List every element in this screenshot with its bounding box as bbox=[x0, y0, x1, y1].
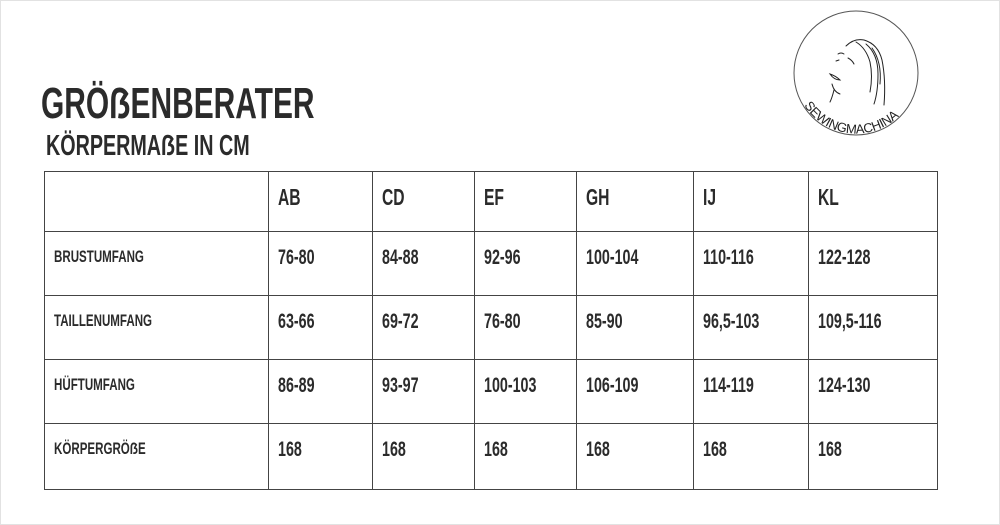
measurement-value: 63-66 bbox=[268, 295, 373, 360]
measurement-value: 69-72 bbox=[372, 295, 475, 360]
measurement-value: 100-104 bbox=[576, 231, 694, 296]
measurement-value-text: 63-66 bbox=[278, 310, 315, 333]
table-row: HÜFTUMFANG 86-89 93-97 100-103 106-109 114-11… bbox=[44, 359, 938, 424]
measurement-value-text: 100-103 bbox=[484, 374, 537, 397]
measurement-label-text: TAILLENUMFANG bbox=[54, 311, 153, 330]
measurement-label-text: HÜFTUMFANG bbox=[54, 375, 135, 394]
measurement-value-text: 168 bbox=[586, 438, 610, 461]
size-header-cell: EF bbox=[474, 171, 577, 232]
measurement-value: 93-97 bbox=[372, 359, 475, 424]
measurement-value-text: 76-80 bbox=[484, 310, 521, 333]
measurement-value-text: 114-119 bbox=[703, 374, 754, 397]
measurement-value: 85-90 bbox=[576, 295, 694, 360]
size-header-cell: KL bbox=[808, 171, 938, 232]
measurement-value-text: 86-89 bbox=[278, 374, 315, 397]
measurement-value-text: 69-72 bbox=[382, 310, 419, 333]
measurement-value-text: 122-128 bbox=[818, 246, 871, 269]
measurement-value-text: 92-96 bbox=[484, 246, 521, 269]
table-row: TAILLENUMFANG 63-66 69-72 76-80 85-90 96,5-10… bbox=[44, 295, 938, 360]
measurement-value-text: 76-80 bbox=[278, 246, 315, 269]
size-header-cell-text: GH bbox=[586, 184, 610, 210]
measurement-label: BRUSTUMFANG bbox=[44, 231, 269, 296]
face-drawing-icon bbox=[828, 39, 886, 106]
measurement-value: 106-109 bbox=[576, 359, 694, 424]
measurement-value: 84-88 bbox=[372, 231, 475, 296]
size-header-cell: GH bbox=[576, 171, 694, 232]
header-row: AB CD EF GH IJ KL bbox=[44, 171, 938, 232]
page-subtitle: KÖRPERMAẞE IN CM bbox=[46, 130, 345, 162]
measurement-value: 168 bbox=[576, 423, 694, 490]
measurement-value-text: 106-109 bbox=[586, 374, 639, 397]
measurement-value: 168 bbox=[693, 423, 809, 490]
table-row: BRUSTUMFANG 76-80 84-88 92-96 100-104 110-116… bbox=[44, 231, 938, 296]
size-header-cell-text: IJ bbox=[703, 184, 717, 210]
measurement-value: 109,5-116 bbox=[808, 295, 938, 360]
size-header-cell-text: CD bbox=[382, 184, 405, 210]
size-header-cell-text: AB bbox=[278, 184, 301, 210]
measurement-value-text: 168 bbox=[278, 438, 302, 461]
measurement-label-text: KÖRPERGRÖẞE bbox=[54, 439, 146, 458]
measurement-value: 76-80 bbox=[268, 231, 373, 296]
measurement-value: 122-128 bbox=[808, 231, 938, 296]
subtitle-text: KÖRPERMAẞE IN CM bbox=[46, 130, 250, 162]
measurement-value-text: 96,5-103 bbox=[703, 310, 760, 333]
measurement-value: 168 bbox=[808, 423, 938, 490]
measurement-value: 168 bbox=[268, 423, 373, 490]
measurement-value: 114-119 bbox=[693, 359, 809, 424]
measurement-value-text: 109,5-116 bbox=[818, 310, 882, 333]
size-header-cell: CD bbox=[372, 171, 475, 232]
measurement-value: 124-130 bbox=[808, 359, 938, 424]
measurement-value-text: 85-90 bbox=[586, 310, 623, 333]
measurement-value: 110-116 bbox=[693, 231, 809, 296]
measurement-value: 76-80 bbox=[474, 295, 577, 360]
size-header-cell-text: KL bbox=[818, 184, 839, 210]
measurement-value-text: 168 bbox=[484, 438, 508, 461]
measurement-value-text: 100-104 bbox=[586, 246, 639, 269]
measurement-value: 100-103 bbox=[474, 359, 577, 424]
measurement-label: TAILLENUMFANG bbox=[44, 295, 269, 360]
measurement-label-text: BRUSTUMFANG bbox=[54, 247, 144, 266]
size-header-cell: AB bbox=[268, 171, 373, 232]
size-header-cell-text: EF bbox=[484, 184, 504, 210]
size-chart-table: AB CD EF GH IJ KL BRUSTUMFANG 76-80 84-88 92-96 10… bbox=[44, 171, 938, 490]
measurement-value-text: 168 bbox=[703, 438, 727, 461]
size-header-cell: IJ bbox=[693, 171, 809, 232]
measurement-value-text: 84-88 bbox=[382, 246, 419, 269]
sewingmachina-logo: SEWINGMACHINA bbox=[793, 10, 919, 137]
measurement-value: 92-96 bbox=[474, 231, 577, 296]
measurement-value-text: 124-130 bbox=[818, 374, 871, 397]
page-title: GRÖẞENBERATER bbox=[41, 80, 443, 128]
measurement-value-text: 93-97 bbox=[382, 374, 419, 397]
svg-text:SEWINGMACHINA: SEWINGMACHINA bbox=[802, 98, 902, 137]
header-corner-cell bbox=[44, 171, 269, 232]
measurement-value-text: 168 bbox=[818, 438, 842, 461]
measurement-value: 168 bbox=[372, 423, 475, 490]
table-row: KÖRPERGRÖẞE 168 168 168 168 168 168 bbox=[44, 423, 938, 490]
measurement-label: HÜFTUMFANG bbox=[44, 359, 269, 424]
title-text: GRÖẞENBERATER bbox=[41, 79, 315, 128]
measurement-value-text: 110-116 bbox=[703, 246, 754, 269]
measurement-value-text: 168 bbox=[382, 438, 406, 461]
measurement-label: KÖRPERGRÖẞE bbox=[44, 423, 269, 490]
measurement-value: 168 bbox=[474, 423, 577, 490]
measurement-value: 96,5-103 bbox=[693, 295, 809, 360]
measurement-value: 86-89 bbox=[268, 359, 373, 424]
